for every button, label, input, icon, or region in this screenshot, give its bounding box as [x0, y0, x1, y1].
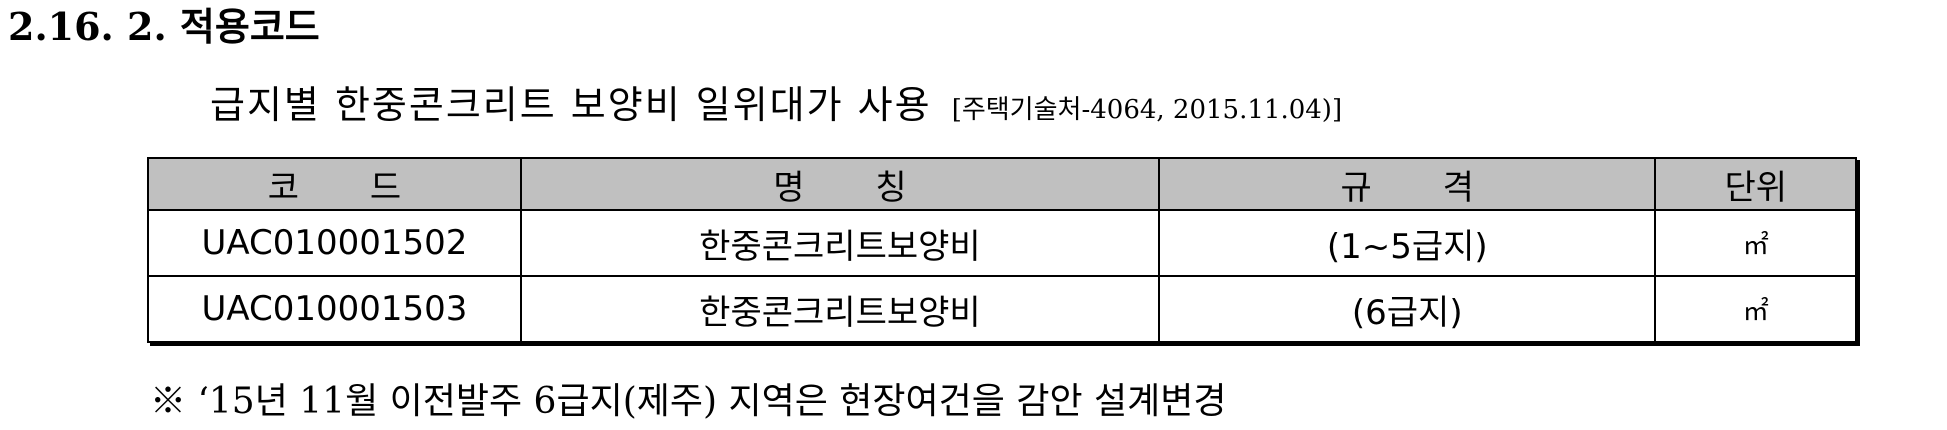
cell-spec: (1~5급지)	[1158, 209, 1657, 277]
cell-unit: ㎡	[1654, 275, 1857, 343]
subtitle: 급지별 한중콘크리트 보양비 일위대가 사용 [주택기술처-4064, 2015…	[210, 80, 1342, 135]
subtitle-reference: [주택기술처-4064, 2015.11.04)]	[951, 95, 1343, 125]
header-spec: 규 격	[1158, 157, 1657, 211]
cell-unit: ㎡	[1654, 209, 1857, 277]
header-name: 명 칭	[519, 157, 1161, 211]
cell-code: UAC010001502	[147, 209, 522, 277]
subtitle-text: 급지별 한중콘크리트 보양비 일위대가 사용	[210, 83, 932, 127]
cell-spec: (6급지)	[1158, 275, 1657, 343]
table-header-row: 코 드 명 칭 규 격 단위	[147, 157, 1857, 211]
code-table: 코 드 명 칭 규 격 단위 UAC010001502 한중콘크리트보양비 (1…	[147, 157, 1857, 343]
section-heading: 2.16. 2. 적용코드	[8, 4, 320, 49]
header-code: 코 드	[147, 157, 522, 211]
cell-name: 한중콘크리트보양비	[519, 209, 1161, 277]
note: ※ ‘15년 11월 이전발주 6급지(제주) 지역은 현장여건을 감안 설계변…	[150, 381, 1227, 422]
header-unit: 단위	[1654, 157, 1857, 211]
table-row: UAC010001502 한중콘크리트보양비 (1~5급지) ㎡	[147, 209, 1857, 277]
table-row: UAC010001503 한중콘크리트보양비 (6급지) ㎡	[147, 275, 1857, 343]
cell-code: UAC010001503	[147, 275, 522, 343]
cell-name: 한중콘크리트보양비	[519, 275, 1161, 343]
